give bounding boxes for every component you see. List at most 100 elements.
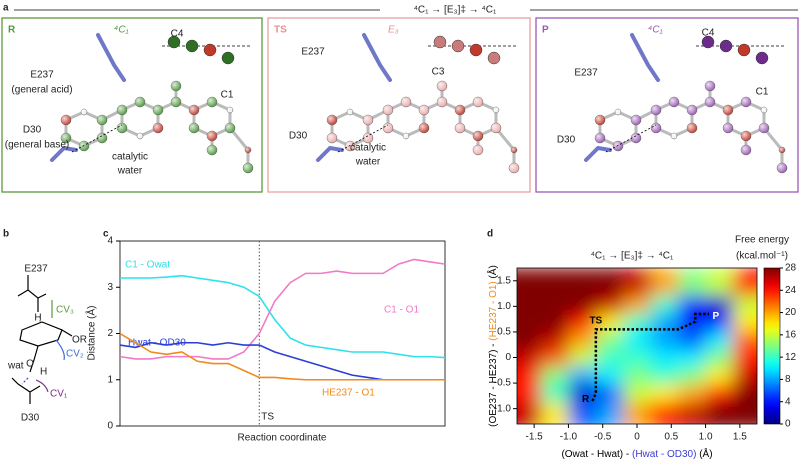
annotation: TS bbox=[261, 412, 274, 423]
heat-cell bbox=[650, 330, 679, 350]
atom-shine bbox=[363, 133, 373, 143]
atom bbox=[737, 43, 751, 57]
heat-cell bbox=[541, 294, 569, 314]
heat-cell bbox=[678, 348, 707, 367]
atom bbox=[433, 35, 447, 49]
atom-shine bbox=[473, 145, 483, 155]
heat-cell bbox=[650, 294, 679, 314]
atom-shine bbox=[631, 115, 641, 125]
state-box bbox=[267, 17, 531, 193]
axis-label-part: (HE237 - O1) bbox=[488, 281, 499, 340]
state-label: TS bbox=[274, 25, 287, 36]
heat-cell bbox=[650, 348, 679, 367]
heat-cell bbox=[623, 384, 652, 403]
x-tick-label: 1.5 bbox=[733, 432, 747, 443]
atom bbox=[487, 51, 501, 65]
atom-shine bbox=[437, 97, 447, 107]
heat-cell bbox=[517, 294, 542, 314]
atom bbox=[451, 39, 465, 53]
axis-label-part: (Owat - Hwat) - bbox=[561, 449, 632, 460]
scheme-label: O bbox=[26, 359, 34, 370]
heat-cell bbox=[595, 330, 624, 350]
heat-cell bbox=[623, 294, 652, 314]
series-line bbox=[120, 274, 446, 359]
atom-shine bbox=[761, 107, 767, 113]
residue-stick bbox=[50, 33, 126, 162]
structure-label: (general acid) bbox=[11, 85, 72, 96]
heat-cell bbox=[733, 366, 757, 385]
atom-shine bbox=[383, 123, 393, 133]
heat-cell bbox=[733, 312, 757, 332]
x-tick-label: -1.0 bbox=[560, 432, 578, 443]
atom bbox=[185, 39, 199, 53]
atom-shine bbox=[401, 97, 411, 107]
y-tick-label: 4 bbox=[107, 236, 113, 247]
structure-label: (general base) bbox=[5, 140, 69, 151]
structure-label: C1 bbox=[221, 90, 234, 101]
heat-cell bbox=[568, 312, 597, 332]
heat-cell bbox=[568, 294, 597, 314]
atom-shine bbox=[651, 123, 661, 133]
heat-cell bbox=[595, 348, 624, 367]
structure-label: water bbox=[117, 166, 143, 177]
heat-cell bbox=[650, 366, 679, 385]
heat-cell bbox=[705, 366, 734, 385]
heat-cell bbox=[517, 348, 542, 367]
colorbar-title: Free energy bbox=[735, 235, 789, 246]
atom bbox=[719, 39, 733, 53]
state-box bbox=[1, 17, 263, 193]
atom-shine bbox=[117, 123, 127, 133]
molecule bbox=[584, 33, 788, 174]
x-tick-label: -0.5 bbox=[594, 432, 612, 443]
atom-shine bbox=[419, 123, 429, 133]
y-tick-label: 3 bbox=[107, 282, 113, 293]
atom-shine bbox=[171, 97, 181, 107]
series-label: HE237 - O1 bbox=[322, 388, 375, 399]
atom-shine bbox=[207, 97, 217, 107]
heat-cell bbox=[541, 312, 569, 332]
x-tick-label: -1.5 bbox=[526, 432, 544, 443]
y-axis-label: Distance (Å) bbox=[85, 305, 98, 360]
heat-cell bbox=[733, 330, 757, 350]
heat-cell bbox=[705, 330, 734, 350]
heat-cell bbox=[678, 330, 707, 350]
structure-label: E237 bbox=[301, 47, 325, 58]
atom-shine bbox=[741, 97, 751, 107]
heat-cell bbox=[623, 348, 652, 367]
state-point-label: P bbox=[713, 311, 720, 322]
heat-cell bbox=[541, 384, 569, 403]
heat-cell bbox=[595, 366, 624, 385]
heat-cell bbox=[517, 366, 542, 385]
atom-shine bbox=[137, 133, 143, 139]
heat-cell bbox=[568, 402, 597, 424]
colorbar bbox=[763, 267, 781, 425]
atom-shine bbox=[207, 145, 217, 155]
heat-cell bbox=[705, 268, 734, 296]
axis-label-part: (Å) bbox=[486, 265, 499, 281]
colorbar-tick-label: 20 bbox=[785, 307, 797, 318]
heat-cell bbox=[568, 330, 597, 350]
heatmap-title: ⁴C₁ → [E₃]‡ → ⁴C₁ bbox=[591, 251, 674, 262]
atom-shine bbox=[117, 105, 127, 115]
heat-cell bbox=[541, 268, 569, 296]
scheme-label: E237 bbox=[24, 264, 48, 275]
state-box bbox=[535, 17, 799, 193]
scheme-label: CV₁ bbox=[50, 389, 68, 400]
atom-shine bbox=[243, 163, 253, 173]
atom-shine bbox=[741, 145, 751, 155]
scheme bbox=[11, 275, 73, 404]
atom-shine bbox=[687, 123, 697, 133]
heat-cell bbox=[678, 294, 707, 314]
colorbar-tick-label: 24 bbox=[785, 285, 797, 296]
structure-label: catalytic bbox=[112, 152, 148, 163]
atom-shine bbox=[455, 123, 465, 133]
state-point-label: R bbox=[582, 394, 590, 405]
scheme-label: H bbox=[40, 367, 47, 378]
atom-shine bbox=[97, 133, 107, 143]
colorbar-tick-label: 4 bbox=[785, 396, 791, 407]
heatmap bbox=[517, 268, 757, 424]
panel-letter: b bbox=[3, 229, 9, 240]
heat-cell bbox=[568, 348, 597, 367]
colorbar-tick-label: 0 bbox=[785, 419, 791, 430]
